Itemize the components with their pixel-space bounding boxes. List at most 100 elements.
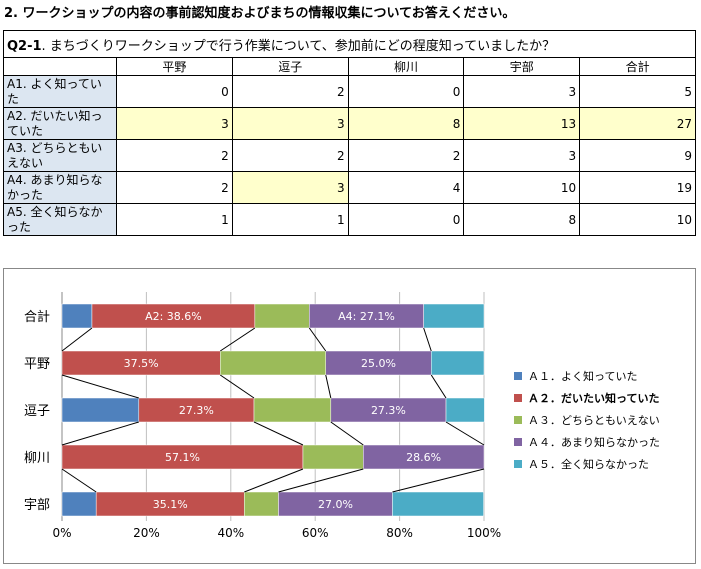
bar-segment [325, 350, 432, 376]
data-label: 27.0% [318, 498, 353, 511]
table-cell: 27 [579, 107, 696, 140]
table-cell: 4 [347, 171, 465, 204]
table-cell: 2 [116, 171, 233, 204]
bar-segment [278, 491, 393, 517]
data-label: 27.3% [179, 404, 214, 417]
legend-entry: Ａ３．どちらともいえない [528, 414, 660, 427]
bar-segment [138, 397, 255, 423]
table-cell: 2 [347, 139, 465, 172]
x-tick-label: 20% [133, 526, 160, 540]
series-line [308, 327, 327, 352]
bar-segment [445, 397, 485, 423]
series-line [244, 468, 304, 493]
bar-segment [91, 303, 256, 329]
series-line [253, 421, 304, 446]
bar-segment [431, 350, 485, 376]
table-cell: 10 [579, 203, 696, 236]
category-label: 柳川 [24, 451, 50, 466]
legend-swatch [514, 438, 522, 446]
table-cell: 8 [463, 203, 581, 236]
chart-frame [3, 268, 696, 564]
table-cell: 3 [231, 107, 349, 140]
series-line [219, 374, 255, 399]
legend-swatch [514, 394, 522, 402]
bar-segment [423, 303, 485, 329]
table-cell: 1 [116, 203, 233, 236]
bar-segment [309, 303, 424, 329]
category-label: 逗子 [24, 404, 50, 419]
legend-entry: Ａ２．だいたい知っていた [528, 391, 659, 405]
bar-segment [254, 303, 310, 329]
legend-swatch [514, 372, 522, 380]
series-line [325, 374, 332, 399]
category-label: 平野 [24, 357, 50, 372]
question-number: Q2-1 [7, 38, 42, 54]
question-cell: Q2-1. まちづくりワークショップで行う作業について、参加前にどの程度知ってい… [3, 30, 696, 58]
table-cell: 0 [347, 203, 465, 236]
table-cell: 2 [116, 139, 233, 172]
x-tick-label: 0% [52, 526, 71, 540]
category-label: 合計 [24, 309, 50, 325]
series-line [330, 421, 364, 446]
bar-segment [61, 397, 140, 423]
table-cell: 0 [347, 75, 465, 108]
survey-table: Q2-1. まちづくりワークショップで行う作業について、参加前にどの程度知ってい… [3, 30, 696, 236]
row-label: A1. よく知っていた [3, 75, 117, 108]
table-cell: 3 [463, 139, 581, 172]
x-tick-label: 80% [386, 526, 413, 540]
table-row: A5. 全く知らなかった 1 1 0 8 10 [3, 203, 696, 236]
bar-segment [302, 444, 364, 470]
bar-segment [61, 444, 304, 470]
column-header: 合計 [579, 57, 696, 76]
data-label: 28.6% [406, 451, 441, 464]
table-row: A1. よく知っていた 0 2 0 3 5 [3, 75, 696, 108]
bar-segment [392, 491, 484, 517]
row-label: A5. 全く知らなかった [3, 203, 117, 236]
column-header: 宇部 [463, 57, 581, 76]
bar-segment [61, 491, 97, 517]
header-corner [3, 57, 117, 76]
table-cell: 3 [231, 171, 349, 204]
legend-entry: Ａ１．よく知っていた [528, 369, 637, 383]
legend-entry: Ａ５．全く知らなかった [528, 457, 649, 471]
series-line [61, 327, 93, 352]
bar-segment [220, 350, 326, 376]
series-line [61, 468, 97, 493]
table-cell: 19 [579, 171, 696, 204]
question-text: . まちづくりワークショップで行う作業について、参加前にどの程度知っていましたか… [41, 38, 556, 54]
x-tick-label: 100% [467, 526, 501, 540]
data-label: 57.1% [165, 451, 200, 464]
data-label: 27.3% [371, 404, 406, 417]
row-label: A3. どちらともいえない [3, 139, 117, 172]
series-line [445, 421, 485, 446]
series-line [61, 421, 139, 446]
table-cell: 0 [116, 75, 233, 108]
data-label: 35.1% [153, 498, 188, 511]
series-line [219, 327, 256, 352]
series-line [278, 468, 364, 493]
legend-entry: Ａ４．あまり知らなかった [528, 435, 660, 449]
legend-swatch [514, 416, 522, 424]
table-row: A4. あまり知らなかった 2 3 4 10 19 [3, 171, 696, 204]
category-label: 宇部 [24, 498, 50, 513]
series-line [392, 468, 485, 493]
table-row: A3. どちらともいえない 2 2 2 3 9 [3, 139, 696, 172]
legend-swatch [514, 460, 522, 468]
page-heading: 2. ワークショップの内容の事前認知度およびまちの情報収集についてお答えください… [4, 6, 516, 21]
series-line [423, 327, 432, 352]
table-cell: 5 [579, 75, 696, 108]
bar-segment [244, 491, 279, 517]
data-label: 37.5% [124, 357, 159, 370]
table-cell: 3 [116, 107, 233, 140]
table-cell: 13 [463, 107, 581, 140]
table-cell: 10 [463, 171, 581, 204]
series-line [61, 374, 139, 399]
data-label: A2: 38.6% [145, 310, 202, 323]
x-tick-label: 60% [302, 526, 329, 540]
data-label: A4: 27.1% [338, 310, 395, 323]
series-line [430, 374, 447, 399]
bar-segment [61, 303, 93, 329]
x-tick-label: 40% [217, 526, 244, 540]
bar-segment [95, 491, 245, 517]
